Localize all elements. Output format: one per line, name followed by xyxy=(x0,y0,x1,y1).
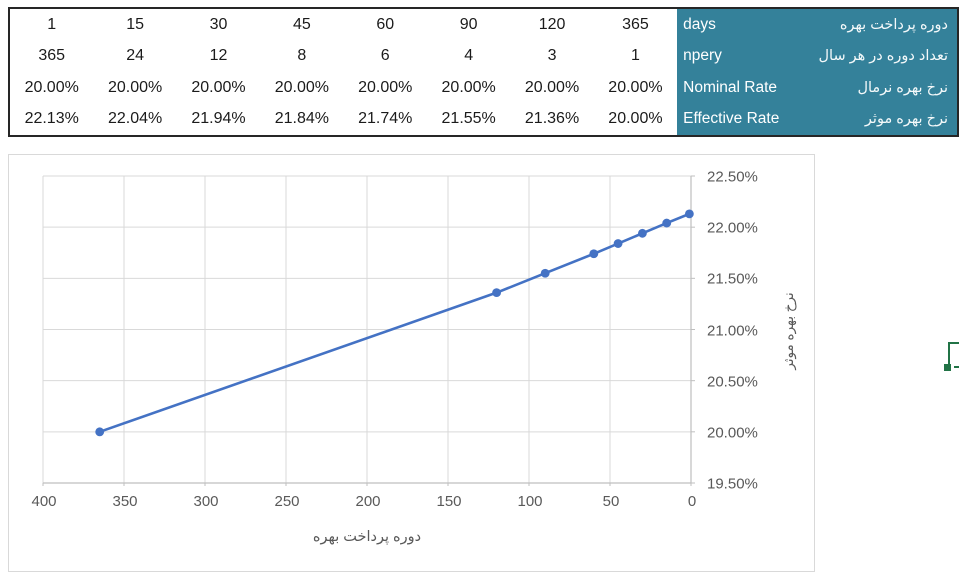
selection-border-dash xyxy=(954,366,959,368)
y-tick-label: 22.50% xyxy=(707,168,758,186)
data-point-marker[interactable] xyxy=(638,228,647,238)
cell-r1c6[interactable]: 90 xyxy=(459,15,478,33)
x-tick-label: 350 xyxy=(112,493,138,510)
cell-r4c5[interactable]: 21.74% xyxy=(358,110,413,128)
data-point-marker[interactable] xyxy=(662,218,672,228)
data-point-marker[interactable] xyxy=(95,427,105,437)
row-label-fa-2[interactable]: تعداد دوره در هر سال xyxy=(803,40,957,72)
cell-r3c3[interactable]: 20.00% xyxy=(191,78,246,96)
cell-r3c8[interactable]: 20.00% xyxy=(608,78,663,96)
cell-r2c1[interactable]: 365 xyxy=(38,47,66,65)
y-tick-label: 20.50% xyxy=(707,373,758,391)
row-label-fa-4[interactable]: نرخ بهره موثر xyxy=(803,103,957,135)
rates-table[interactable]: 1 15 30 45 60 90 120 365 days دوره پرداخت بهره 365… xyxy=(8,7,959,137)
y-tick-label: 22.00% xyxy=(707,219,758,237)
series-line-effective-rate[interactable] xyxy=(98,212,691,434)
row-label-fa-3[interactable]: نرخ بهره نرمال xyxy=(803,72,957,104)
cell-r1c7[interactable]: 120 xyxy=(538,15,566,33)
cell-r3c6[interactable]: 20.00% xyxy=(441,78,496,96)
row-label-en-2[interactable]: npery xyxy=(677,40,804,72)
cell-r3c4[interactable]: 20.00% xyxy=(274,78,329,96)
cell-r4c2[interactable]: 22.04% xyxy=(107,110,163,128)
cell-r1c8[interactable]: 365 xyxy=(622,15,649,33)
cell-r4c1[interactable]: 22.13% xyxy=(24,110,79,128)
cell-r1c5[interactable]: 60 xyxy=(376,15,395,33)
cell-r1c2[interactable]: 15 xyxy=(126,15,144,33)
data-point-marker[interactable] xyxy=(613,239,623,248)
x-tick-label: 50 xyxy=(602,493,620,510)
x-tick-label: 150 xyxy=(436,493,462,510)
selection-fill-handle[interactable] xyxy=(944,364,951,371)
cell-r4c6[interactable]: 21.55% xyxy=(441,110,496,128)
cell-r3c2[interactable]: 20.00% xyxy=(107,78,163,96)
row-label-en-3[interactable]: Nominal Rate xyxy=(677,72,804,104)
cell-r2c2[interactable]: 24 xyxy=(126,47,144,65)
row-label-en-4[interactable]: Effective Rate xyxy=(677,103,804,135)
x-tick-label: 100 xyxy=(517,493,543,510)
row-label-en-1[interactable]: days xyxy=(677,9,804,41)
x-axis-title: دوره پرداخت بهره xyxy=(312,529,422,545)
cell-r4c8[interactable]: 20.00% xyxy=(608,110,663,128)
effective-rate-chart[interactable]: دوره پرداخت بهره نرخ بهره موثر 400 350 300… xyxy=(8,154,815,572)
x-tick-label: 200 xyxy=(355,493,381,510)
y-tick-label: 19.50% xyxy=(707,475,758,493)
cell-r4c3[interactable]: 21.94% xyxy=(191,110,246,128)
cell-r1c1[interactable]: 1 xyxy=(47,15,57,33)
data-point-marker[interactable] xyxy=(589,249,599,259)
y-tick-label: 20.00% xyxy=(707,424,758,442)
cell-r2c5[interactable]: 6 xyxy=(380,47,390,65)
selection-border-top xyxy=(948,342,959,344)
x-tick-label: 0 xyxy=(687,493,697,510)
row-label-fa-1[interactable]: دوره پرداخت بهره xyxy=(803,9,957,41)
data-point-marker[interactable] xyxy=(492,288,501,298)
cell-r2c7[interactable]: 3 xyxy=(547,47,557,65)
cell-r3c7[interactable]: 20.00% xyxy=(524,78,580,96)
x-tick-label: 250 xyxy=(274,493,300,510)
cell-r4c4[interactable]: 21.84% xyxy=(274,110,329,128)
cell-r1c4[interactable]: 45 xyxy=(292,15,311,33)
y-tick-label: 21.00% xyxy=(707,322,758,339)
selection-border-left xyxy=(948,342,950,365)
cell-r4c7[interactable]: 21.36% xyxy=(524,110,580,128)
x-tick-label: 400 xyxy=(31,493,57,510)
cell-r1c3[interactable]: 30 xyxy=(209,15,228,33)
cell-r3c5[interactable]: 20.00% xyxy=(358,78,413,96)
y-tick-label: 21.50% xyxy=(707,270,758,288)
cell-r2c8[interactable]: 1 xyxy=(630,47,640,65)
cell-r2c4[interactable]: 8 xyxy=(297,47,307,65)
x-tick-label: 300 xyxy=(193,493,219,510)
data-point-marker[interactable] xyxy=(684,209,694,219)
chart-canvas xyxy=(42,175,695,486)
cell-r3c1[interactable]: 20.00% xyxy=(24,78,79,96)
data-point-marker[interactable] xyxy=(540,268,550,278)
y-axis-title: نرخ بهره موثر xyxy=(781,292,796,370)
cell-r2c3[interactable]: 12 xyxy=(209,47,228,65)
cell-r2c6[interactable]: 4 xyxy=(464,47,474,65)
